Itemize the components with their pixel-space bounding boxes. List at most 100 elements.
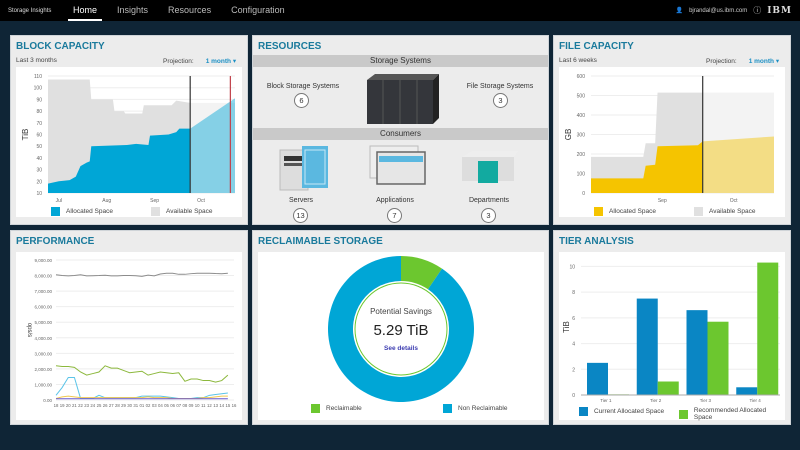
legend-available: Available Space [694, 207, 756, 216]
legend-label: Reclaimable [326, 405, 362, 412]
x-tick-label: 12 [207, 403, 212, 408]
x-tick-label: Sep [658, 198, 667, 204]
legend-available: Available Space [151, 207, 213, 216]
ibm-logo: IBM [767, 5, 792, 16]
file-storage-count[interactable]: 3 [493, 93, 508, 108]
bar-recommended [757, 262, 779, 395]
y-tick-label: 100 [577, 172, 586, 178]
consumers-band: Consumers [253, 128, 548, 140]
projected-available-area [190, 102, 235, 193]
donut-center-ring [354, 282, 448, 376]
series-line [55, 272, 228, 277]
legend-swatch [151, 207, 160, 216]
panel-title: FILE CAPACITY [559, 41, 634, 52]
applications-count[interactable]: 7 [387, 208, 402, 223]
donut-slice-non-reclaimable [328, 256, 475, 402]
chevron-down-icon[interactable]: ▾ [775, 58, 780, 65]
projection-select[interactable]: Projection: 1 month ▾ [706, 57, 779, 65]
user-icon[interactable]: 👤 [675, 8, 684, 14]
legend-label: Recommended Allocated Space [693, 407, 767, 421]
panel-title: RESOURCES [258, 41, 322, 52]
x-tick-label: Tier 3 [700, 398, 712, 403]
y-tick-label: 2,000.00 [34, 367, 52, 372]
allocated-space-area [48, 128, 191, 193]
y-tick-label: 8,000.00 [34, 274, 52, 279]
allocated-space-area [591, 141, 703, 193]
chevron-down-icon[interactable]: ▾ [232, 58, 237, 65]
x-tick-label: 27 [109, 403, 114, 408]
projection-select[interactable]: Projection: 1 month ▾ [163, 57, 236, 65]
y-tick-label: 200 [577, 152, 586, 158]
x-tick-label: 21 [72, 403, 77, 408]
departments-label: Departments [468, 197, 510, 204]
series-line [55, 365, 229, 383]
y-tick-label: 0.00 [43, 398, 52, 403]
x-tick-label: 19 [60, 403, 65, 408]
block-storage-label: Block Storage Systems [266, 83, 340, 90]
series-line [55, 395, 228, 399]
reclaimable-storage-panel: RECLAIMABLE STORAGE Potential Savings 5.… [252, 230, 549, 425]
block-storage-count[interactable]: 6 [294, 93, 309, 108]
x-tick-label: 04 [158, 403, 163, 408]
user-email[interactable]: bjrandal@us.ibm.com [689, 7, 748, 14]
x-tick-label: 05 [164, 403, 169, 408]
applications-label: Applications [376, 197, 414, 204]
projected-allocated-area [702, 136, 774, 193]
brand: Storage Insights [8, 7, 52, 14]
period-label: Last 3 months [16, 57, 57, 64]
y-tick-label: 110 [34, 74, 42, 80]
tier-analysis-panel: TIER ANALYSIS 0 2 4 6 8 10 TiB Tier 1 Tier 2 Tier… [553, 230, 791, 425]
tab-configuration[interactable]: Configuration [231, 5, 285, 15]
legend-current: Current Allocated Space [579, 407, 664, 416]
performance-panel: PERFORMANCE 0.00 1,000.00 2,000.00 3,000.00… [10, 230, 248, 425]
legend-label: Available Space [709, 208, 756, 215]
projected-allocated-area [190, 98, 235, 193]
tab-insights[interactable]: Insights [117, 5, 149, 15]
tier-analysis-chart: 0 2 4 6 8 10 TiB Tier 1 Tier 2 Tier 3 Tier 4 [562, 262, 780, 403]
x-tick-label: 16 [232, 403, 237, 408]
server-icon [279, 146, 328, 191]
tab-home[interactable]: Home [68, 0, 103, 21]
servers-label: Servers [288, 197, 314, 204]
y-tick-label: 30 [36, 168, 42, 174]
y-tick-label: 70 [36, 121, 42, 127]
panel-title: TIER ANALYSIS [559, 236, 634, 247]
y-axis-label: TiB [562, 321, 571, 333]
y-tick-label: 4,000.00 [34, 336, 52, 341]
help-icon[interactable]: ⓘ [753, 6, 762, 15]
legend-reclaimable: Reclaimable [311, 404, 362, 413]
reclaimable-donut-chart [328, 256, 475, 402]
potential-savings-label: Potential Savings [370, 307, 432, 316]
x-tick-label: 01 [140, 403, 145, 408]
y-tick-label: 4 [572, 342, 575, 348]
file-capacity-chart: 0 100 200 300 400 500 600 GB Sep Oct [564, 74, 774, 204]
x-tick-label: 02 [146, 403, 151, 408]
servers-count[interactable]: 13 [293, 208, 308, 223]
y-tick-label: 100 [34, 86, 43, 92]
y-tick-label: 10 [569, 264, 575, 270]
legend-swatch [694, 207, 703, 216]
y-axis-label: ops/s [26, 323, 32, 337]
x-tick-label: Tier 2 [650, 398, 662, 403]
applications-icon [369, 145, 426, 185]
x-tick-label: 14 [219, 403, 224, 408]
see-details-link[interactable]: See details [384, 345, 418, 352]
legend-label: Allocated Space [609, 208, 656, 215]
y-tick-label: 600 [577, 74, 586, 80]
x-tick-label: 13 [213, 403, 218, 408]
legend-allocated: Allocated Space [51, 207, 113, 216]
x-tick-label: 08 [183, 403, 188, 408]
block-capacity-panel: BLOCK CAPACITY Last 3 months Projection:… [10, 35, 248, 225]
y-tick-label: 40 [36, 156, 42, 162]
panel-title: PERFORMANCE [16, 236, 95, 247]
projection-value[interactable]: 1 month [748, 58, 774, 65]
bar-current [587, 362, 608, 395]
x-tick-label: Tier 1 [600, 398, 612, 403]
panel-title: BLOCK CAPACITY [16, 41, 105, 52]
x-tick-label: 31 [133, 403, 138, 408]
projection-value[interactable]: 1 month [205, 58, 231, 65]
departments-count[interactable]: 3 [481, 208, 496, 223]
tab-resources[interactable]: Resources [168, 5, 212, 15]
y-tick-label: 50 [36, 144, 42, 150]
x-tick-label: 09 [189, 403, 194, 408]
